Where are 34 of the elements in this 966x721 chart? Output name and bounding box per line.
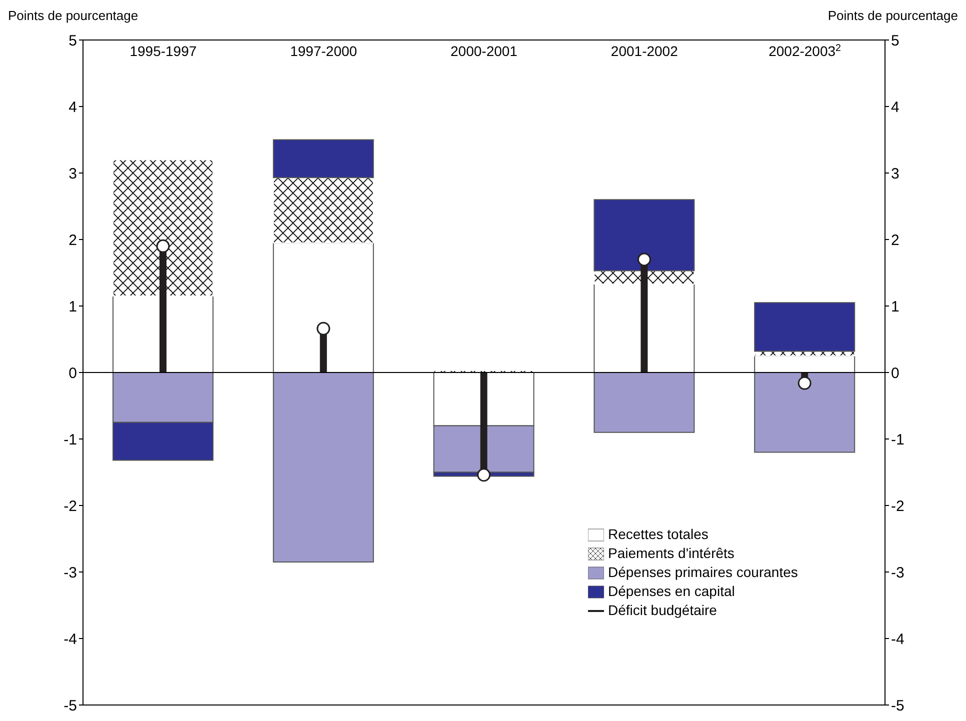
y2-tick-label: 4: [891, 98, 900, 116]
y2-tick-label: 2: [891, 232, 900, 249]
y-axis-title: Points de pourcentage: [8, 8, 138, 23]
y2-tick-label: -3: [891, 564, 904, 582]
y2-tick-label: -4: [891, 630, 904, 648]
y-tick-label: -1: [64, 431, 77, 448]
legend-label: Dépenses en capital: [608, 583, 735, 599]
y-tick-label: -3: [64, 564, 77, 582]
y-tick-label: -5: [64, 697, 77, 714]
y-tick-label: 3: [68, 165, 77, 182]
y2-tick-label: -5: [891, 697, 904, 714]
y-tick-label: -2: [64, 498, 77, 515]
y2-axis-title: Points de pourcentage: [828, 8, 958, 23]
legend-label: Dépenses primaires courantes: [608, 564, 798, 580]
x-tick-label: 1995-1997: [130, 43, 197, 59]
y2-tick-label: -1: [891, 431, 904, 448]
y-tick-label: 5: [68, 32, 77, 50]
y2-tick-label: 1: [891, 298, 900, 316]
y2-tick-label: -2: [891, 498, 904, 515]
legend-label: Déficit budgétaire: [608, 602, 717, 618]
x-tick-label: 2002-2003$^{2}$: [768, 42, 842, 59]
y-tick-label: 1: [68, 298, 77, 316]
y2-tick-label: 0: [891, 364, 900, 382]
y-tick-label: 4: [68, 98, 77, 116]
y2-tick-label: 5: [891, 32, 900, 50]
legend-label: Paiements d'intérêts: [608, 545, 734, 561]
y-tick-label: -4: [64, 630, 77, 648]
x-tick-label: 2000-2001: [450, 43, 518, 59]
y2-tick-label: 3: [891, 165, 900, 182]
x-tick-label: 1997-2000: [290, 43, 358, 59]
x-tick-label: 2001-2002: [610, 43, 678, 59]
legend-label: Recettes totales: [608, 526, 708, 542]
y-tick-label: 0: [68, 364, 77, 382]
y-tick-label: 2: [68, 232, 77, 249]
